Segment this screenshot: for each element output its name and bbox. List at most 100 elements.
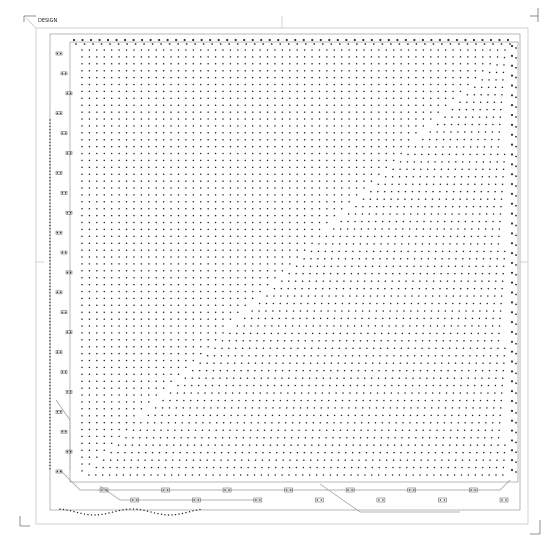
trace-dot (430, 63, 432, 65)
trace-dot (419, 466, 422, 469)
trace-dot (495, 377, 497, 379)
trace-dot (140, 366, 143, 369)
trace-dot (110, 125, 113, 127)
trace-dot (177, 318, 180, 320)
trace-dot (276, 340, 279, 342)
trace-dot (389, 213, 391, 215)
trace-dot (155, 201, 157, 203)
trace-dot (177, 270, 180, 272)
trace-dot (419, 280, 421, 282)
trace-dot (151, 459, 153, 461)
trace-dot (118, 132, 120, 134)
trace-dot (499, 116, 502, 118)
trace-dot (133, 194, 135, 196)
trace-dot (162, 366, 165, 369)
trace-dot (480, 198, 482, 200)
trace-dot (454, 272, 456, 275)
trace-dot (348, 63, 350, 65)
trace-dot (259, 235, 261, 238)
trace-dot (392, 104, 395, 106)
trace-dot (177, 132, 180, 134)
trace-dot (81, 470, 83, 472)
trace-dot (229, 235, 232, 238)
trace-dot (259, 221, 261, 224)
trace-dot (385, 56, 388, 58)
trace-dot (207, 332, 209, 334)
trace-dot (222, 132, 224, 134)
trace-dot (451, 310, 454, 312)
bottom-trace-dot (150, 511, 152, 513)
top-pin (117, 43, 120, 45)
top-pin (319, 38, 322, 42)
left-bus-pin (49, 202, 51, 204)
trace-dot (413, 354, 416, 357)
trace-dot (336, 369, 339, 372)
trace-dot (364, 377, 366, 379)
trace-dot (348, 118, 350, 120)
trace-dot (133, 201, 135, 203)
trace-dot (340, 194, 343, 196)
trace-dot (88, 380, 91, 382)
trace-dot (345, 451, 347, 454)
trace-dot (214, 207, 217, 210)
trace-dot (170, 283, 172, 286)
trace-dot (161, 414, 163, 417)
trace-dot (155, 97, 157, 100)
trace-dot (503, 56, 506, 59)
trace-dot (346, 436, 348, 439)
trace-dot (207, 207, 209, 210)
trace-dot (88, 138, 91, 141)
trace-dot (296, 118, 298, 120)
trace-dot (340, 90, 343, 93)
trace-dot (348, 194, 350, 196)
trace-dot (444, 317, 446, 320)
trace-dot (170, 138, 172, 141)
trace-dot (207, 118, 209, 120)
trace-dot (378, 166, 380, 169)
trace-dot (389, 310, 391, 312)
left-component-pad (56, 231, 59, 234)
trace-dot (392, 159, 395, 162)
trace-dot (191, 384, 193, 387)
trace-dot (308, 280, 311, 282)
trace-dot (326, 63, 328, 65)
trace-dot (441, 161, 443, 163)
right-pin (510, 94, 514, 97)
trace-dot (479, 302, 482, 305)
trace-dot (318, 340, 320, 342)
trace-dot (118, 159, 120, 162)
trace-dot (494, 86, 497, 89)
trace-dot (296, 173, 298, 175)
trace-dot (430, 76, 432, 79)
trace-dot (125, 180, 128, 182)
top-pin (194, 43, 197, 45)
trace-dot (463, 138, 465, 141)
trace-dot (425, 384, 428, 387)
trace-dot (328, 392, 330, 394)
trace-dot (229, 118, 232, 120)
trace-dot (434, 153, 437, 156)
trace-dot (222, 270, 224, 272)
trace-dot (148, 352, 150, 355)
right-pin (510, 113, 514, 117)
trace-dot (162, 304, 165, 307)
trace-dot (110, 118, 113, 120)
trace-dot (463, 429, 466, 432)
trace-dot (199, 332, 202, 334)
trace-dot (340, 56, 343, 58)
trace-dot (110, 83, 113, 86)
trace-dot (266, 194, 269, 196)
trace-dot (451, 213, 453, 215)
trace-dot (503, 250, 506, 253)
trace-dot (435, 444, 437, 446)
trace-dot (365, 258, 367, 260)
trace-dot (348, 49, 350, 51)
left-bus-pin (49, 308, 51, 310)
trace-dot (125, 221, 128, 224)
trace-dot (355, 132, 358, 134)
trace-dot (311, 56, 313, 58)
trace-dot (185, 466, 187, 469)
trace-dot (223, 407, 226, 409)
trace-dot (148, 132, 150, 134)
trace-dot (442, 243, 444, 245)
